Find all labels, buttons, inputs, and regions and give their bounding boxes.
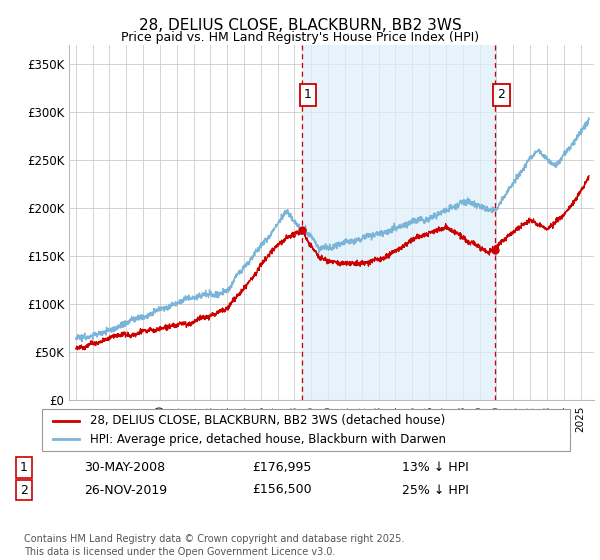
Text: 28, DELIUS CLOSE, BLACKBURN, BB2 3WS (detached house): 28, DELIUS CLOSE, BLACKBURN, BB2 3WS (de… xyxy=(89,414,445,427)
Text: 1: 1 xyxy=(20,461,28,474)
Text: HPI: Average price, detached house, Blackburn with Darwen: HPI: Average price, detached house, Blac… xyxy=(89,432,446,446)
Text: Contains HM Land Registry data © Crown copyright and database right 2025.
This d: Contains HM Land Registry data © Crown c… xyxy=(24,534,404,557)
Text: 13% ↓ HPI: 13% ↓ HPI xyxy=(402,461,469,474)
Text: 2: 2 xyxy=(20,483,28,497)
Text: Price paid vs. HM Land Registry's House Price Index (HPI): Price paid vs. HM Land Registry's House … xyxy=(121,31,479,44)
Text: 25% ↓ HPI: 25% ↓ HPI xyxy=(402,483,469,497)
Text: 28, DELIUS CLOSE, BLACKBURN, BB2 3WS: 28, DELIUS CLOSE, BLACKBURN, BB2 3WS xyxy=(139,18,461,33)
Text: 1: 1 xyxy=(304,88,312,101)
Text: £176,995: £176,995 xyxy=(252,461,311,474)
FancyBboxPatch shape xyxy=(42,409,570,451)
Text: 2: 2 xyxy=(497,88,505,101)
Text: 26-NOV-2019: 26-NOV-2019 xyxy=(84,483,167,497)
Text: 30-MAY-2008: 30-MAY-2008 xyxy=(84,461,165,474)
Text: £156,500: £156,500 xyxy=(252,483,311,497)
